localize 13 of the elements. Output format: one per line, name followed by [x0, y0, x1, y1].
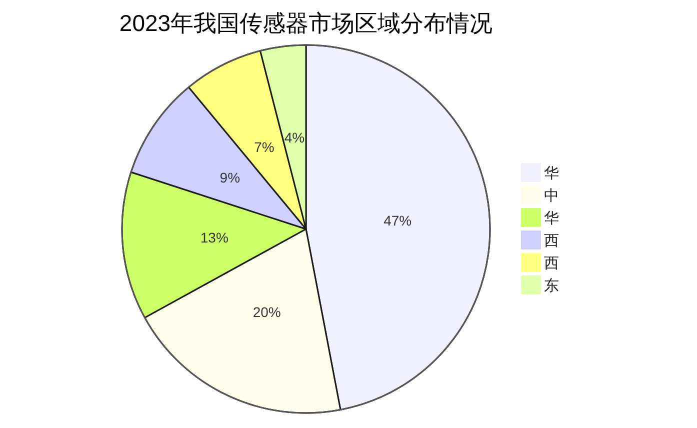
legend-label: 西 — [544, 232, 559, 250]
legend-label: 东 — [544, 278, 559, 294]
data-label: 9% — [220, 169, 240, 186]
data-label: 20% — [252, 304, 281, 320]
data-label: 7% — [254, 139, 274, 156]
data-label: 47% — [384, 212, 412, 228]
legend-label: 中 — [544, 188, 559, 204]
data-label: 4% — [284, 130, 305, 146]
legend-label: 西 — [544, 255, 559, 272]
legend-label: 华 — [544, 165, 559, 182]
legend-label: 华 — [544, 210, 559, 227]
data-label: 13% — [200, 230, 228, 246]
chart-title: 2023年我国传感器市场区域分布情况 — [119, 10, 493, 36]
